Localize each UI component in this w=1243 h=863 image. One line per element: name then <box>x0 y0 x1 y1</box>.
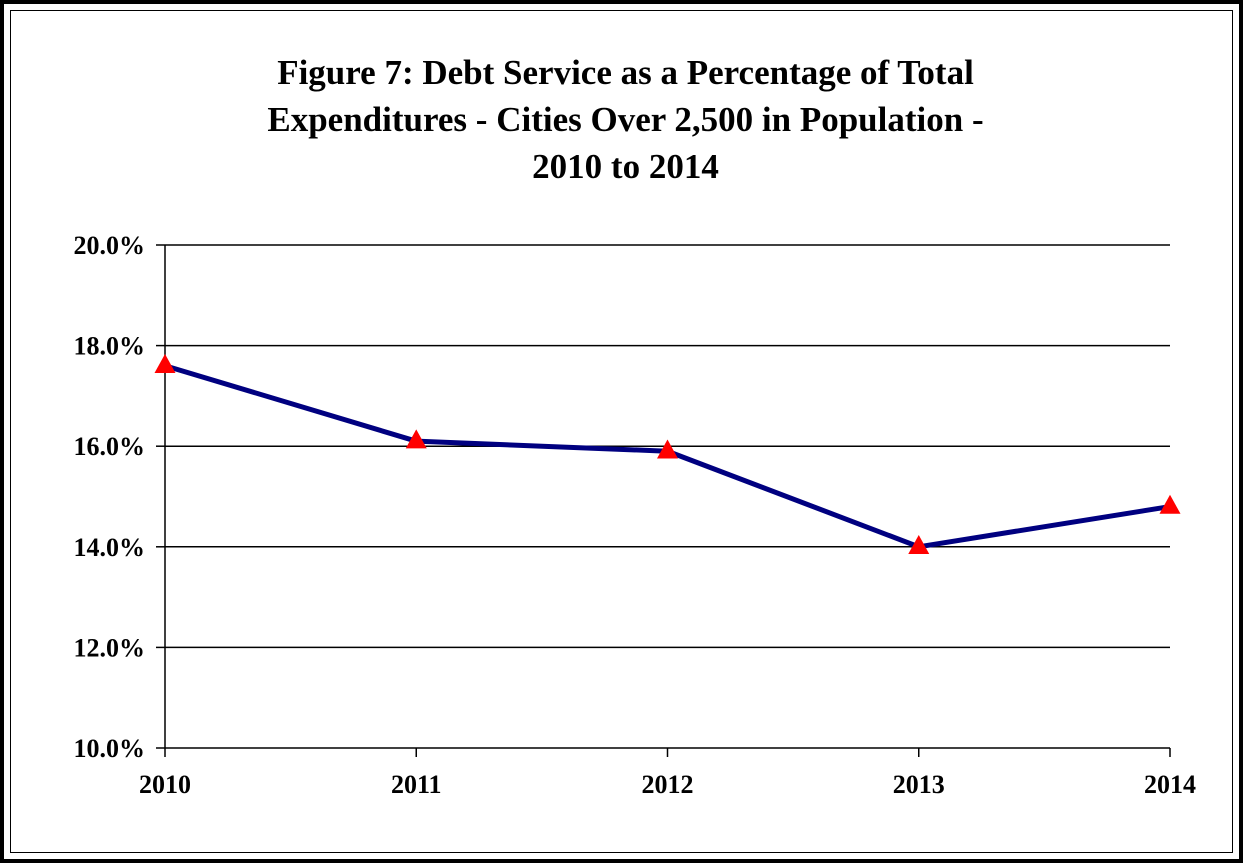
y-tick-label-1: 12.0% <box>74 633 146 662</box>
data-point-2011 <box>405 429 427 449</box>
gridlines <box>165 244 1170 649</box>
line-chart: 10.0%12.0%14.0%16.0%18.0%20.0% 2010 2011 2… <box>74 231 1197 799</box>
data-markers <box>154 353 1181 555</box>
x-tick-label-1: 2011 <box>391 770 442 799</box>
data-point-2012 <box>657 439 678 459</box>
x-tick-label-0: 2010 <box>139 770 191 799</box>
x-tick-label-4: 2014 <box>1144 770 1196 799</box>
data-point-2013 <box>908 535 930 555</box>
y-tick-label-4: 18.0% <box>74 332 146 361</box>
chart-title-line-1: Figure 7: Debt Service as a Percentage o… <box>277 53 974 92</box>
chart-title-line-3: 2010 to 2014 <box>532 147 719 186</box>
x-tick-label-3: 2013 <box>893 770 945 799</box>
chart-title-line-2: Expenditures - Cities Over 2,500 in Popu… <box>267 100 984 139</box>
y-tick-labels: 10.0% 12.0% 14.0% 16.0% 18.0% 20.0% <box>74 231 146 763</box>
axes <box>156 244 1171 757</box>
y-tick-label-2: 14.0% <box>74 533 146 562</box>
x-tick-label-2: 2012 <box>642 770 694 799</box>
data-point-2014 <box>1159 494 1181 514</box>
x-tick-labels: 2010 2011 2012 2013 2014 <box>139 770 1196 799</box>
y-tick-label-0: 10.0% <box>74 734 146 763</box>
chart-title: Figure 7: Debt Service as a Percentage o… <box>44 49 1207 190</box>
data-point-2010 <box>154 353 176 373</box>
y-tick-label-3: 16.0% <box>74 432 146 461</box>
y-tick-label-5: 20.0% <box>74 231 146 260</box>
